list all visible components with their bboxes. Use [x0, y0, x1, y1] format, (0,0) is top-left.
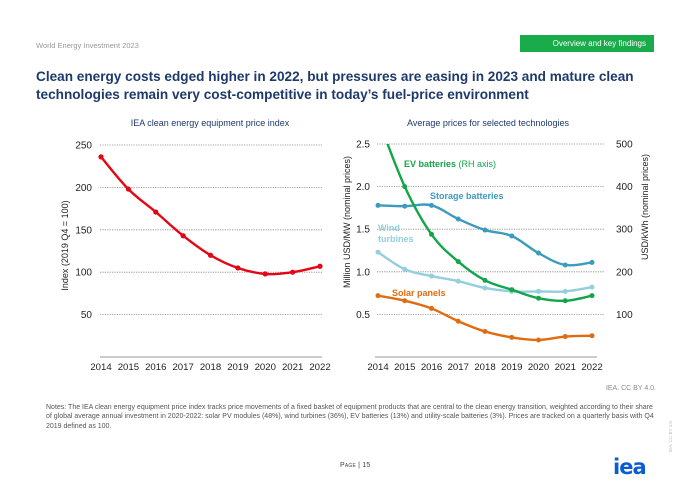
- page-title: Clean energy costs edged higher in 2022,…: [36, 69, 634, 102]
- wind-turbines-data-point: [562, 288, 568, 294]
- storage-batteries-data-point: [509, 233, 515, 239]
- wind-turbines-data-point: [455, 278, 461, 284]
- y-tick-label: 200: [75, 183, 92, 194]
- y-tick-label: 2.0: [356, 182, 370, 193]
- section-badge[interactable]: Overview and key findings: [520, 35, 654, 52]
- side-license: IEA. CC BY 4.0.: [668, 419, 673, 452]
- index-data-point: [180, 233, 186, 239]
- storage-batteries-label: Storage batteries: [430, 191, 504, 201]
- x-tick-label: 2015: [118, 362, 139, 373]
- solar-panels-label: Solar panels: [392, 288, 446, 298]
- x-tick-label: 2020: [528, 362, 549, 373]
- solar-panels-data-point: [589, 333, 595, 339]
- ev-batteries-data-point: [589, 293, 595, 299]
- x-tick-label: 2018: [200, 362, 221, 373]
- chart-notes: Notes: The IEA clean energy equipment pr…: [46, 404, 654, 430]
- x-tick-label: 2015: [394, 362, 415, 373]
- ev-batteries-data-point: [402, 184, 408, 190]
- solar-panels-data-point: [536, 337, 541, 343]
- index-data-point: [153, 209, 159, 215]
- y-tick-label: 1.0: [356, 267, 370, 278]
- left-chart: 50 100 150 200 250 2014 2015 2016 2017 2018 2019 20…: [60, 141, 331, 374]
- page-number: Page | 15: [340, 462, 371, 469]
- wind-turbines-data-point: [429, 273, 434, 279]
- x-tick-label: 2017: [448, 362, 469, 373]
- x-tick-label: 2022: [309, 362, 330, 373]
- x-tick-label: 2022: [581, 362, 602, 373]
- y-tick-label: 150: [75, 225, 92, 236]
- storage-batteries-data-point: [375, 202, 381, 208]
- x-tick-label: 2017: [172, 362, 193, 373]
- storage-batteries-data-point: [402, 203, 408, 209]
- storage-batteries-data-point: [536, 250, 541, 256]
- y2-tick-label: 500: [616, 140, 633, 151]
- x-tick-label: 2016: [421, 362, 442, 373]
- right-chart-title: Average prices for selected technologies: [407, 118, 569, 128]
- index-data-point: [262, 271, 268, 277]
- y-tick-label: 2.5: [356, 140, 370, 151]
- source-credit: IEA. CC BY 4.0.: [605, 385, 656, 392]
- y-tick-label: 0.5: [356, 310, 370, 321]
- index-data-point: [207, 252, 214, 258]
- storage-batteries-data-point: [562, 262, 568, 268]
- ev-batteries-line: [386, 144, 593, 303]
- wind-turbines-data-point: [402, 266, 408, 272]
- index-data-point: [98, 154, 104, 160]
- solar-panels-data-point: [562, 334, 568, 340]
- ev-batteries-data-point: [509, 287, 515, 293]
- storage-batteries-data-point: [429, 202, 434, 208]
- y-axis-label: Million USD/MW (nominal prices): [342, 156, 352, 288]
- x-tick-label: 2021: [555, 362, 576, 373]
- ev-batteries-data-point: [536, 295, 541, 301]
- storage-batteries-data-point: [455, 216, 461, 222]
- wind-turbines-data-point: [536, 288, 541, 294]
- wind-turbines-data-point: [375, 249, 381, 255]
- solar-panels-data-point: [429, 305, 434, 311]
- x-tick-label: 2018: [474, 362, 495, 373]
- left-chart-title: IEA clean energy equipment price index: [130, 118, 290, 128]
- y-tick-label: 1.5: [356, 225, 370, 236]
- storage-batteries-data-point: [589, 259, 595, 265]
- solar-panels-data-point: [375, 293, 381, 299]
- y-tick-label: 100: [75, 268, 92, 279]
- y2-axis-label: USD/kWh (nominal prices): [640, 154, 650, 260]
- solar-panels-data-point: [482, 328, 488, 334]
- y2-tick-label: 100: [616, 310, 633, 321]
- publication-name: World Energy Investment 2023: [36, 41, 139, 50]
- ev-batteries-data-point: [455, 259, 461, 265]
- index-data-point: [125, 186, 131, 192]
- ev-batteries-data-point: [482, 277, 488, 283]
- wind-turbines-data-point: [482, 285, 488, 291]
- x-tick-label: 2019: [227, 362, 248, 373]
- solar-panels-data-point: [455, 318, 461, 324]
- iea-logo: iea: [613, 455, 647, 479]
- wind-turbines-data-point: [589, 284, 595, 290]
- x-tick-label: 2019: [501, 362, 522, 373]
- x-tick-label: 2016: [145, 362, 166, 373]
- index-data-point: [235, 265, 241, 271]
- x-tick-label: 2014: [90, 362, 112, 373]
- storage-batteries-data-point: [482, 227, 488, 233]
- right-chart: 0.5 100 1.0 200 1.5 300 2.0 400 2.5 500 2014 2015 20…: [342, 140, 650, 374]
- x-tick-label: 2020: [255, 362, 276, 373]
- y2-tick-label: 300: [616, 225, 633, 236]
- solar-panels-data-point: [509, 334, 515, 340]
- ev-batteries-data-point: [562, 298, 568, 304]
- x-tick-label: 2014: [367, 362, 389, 373]
- index-data-point: [290, 269, 296, 275]
- y2-tick-label: 400: [616, 182, 633, 193]
- ev-batteries-data-point: [429, 231, 434, 237]
- wind-turbines-label: turbines: [378, 234, 414, 244]
- ev-batteries-label: EV batteries (RH axis): [404, 159, 496, 169]
- x-tick-label: 2021: [282, 362, 303, 373]
- y2-tick-label: 200: [616, 267, 633, 278]
- y-axis-label: Index (2019 Q4 = 100): [60, 200, 70, 290]
- y-tick-label: 250: [75, 141, 92, 152]
- solar-panels-data-point: [402, 298, 408, 304]
- index-data-point: [317, 263, 323, 269]
- wind-turbines-label: Wind: [378, 223, 400, 233]
- y-tick-label: 50: [81, 310, 93, 321]
